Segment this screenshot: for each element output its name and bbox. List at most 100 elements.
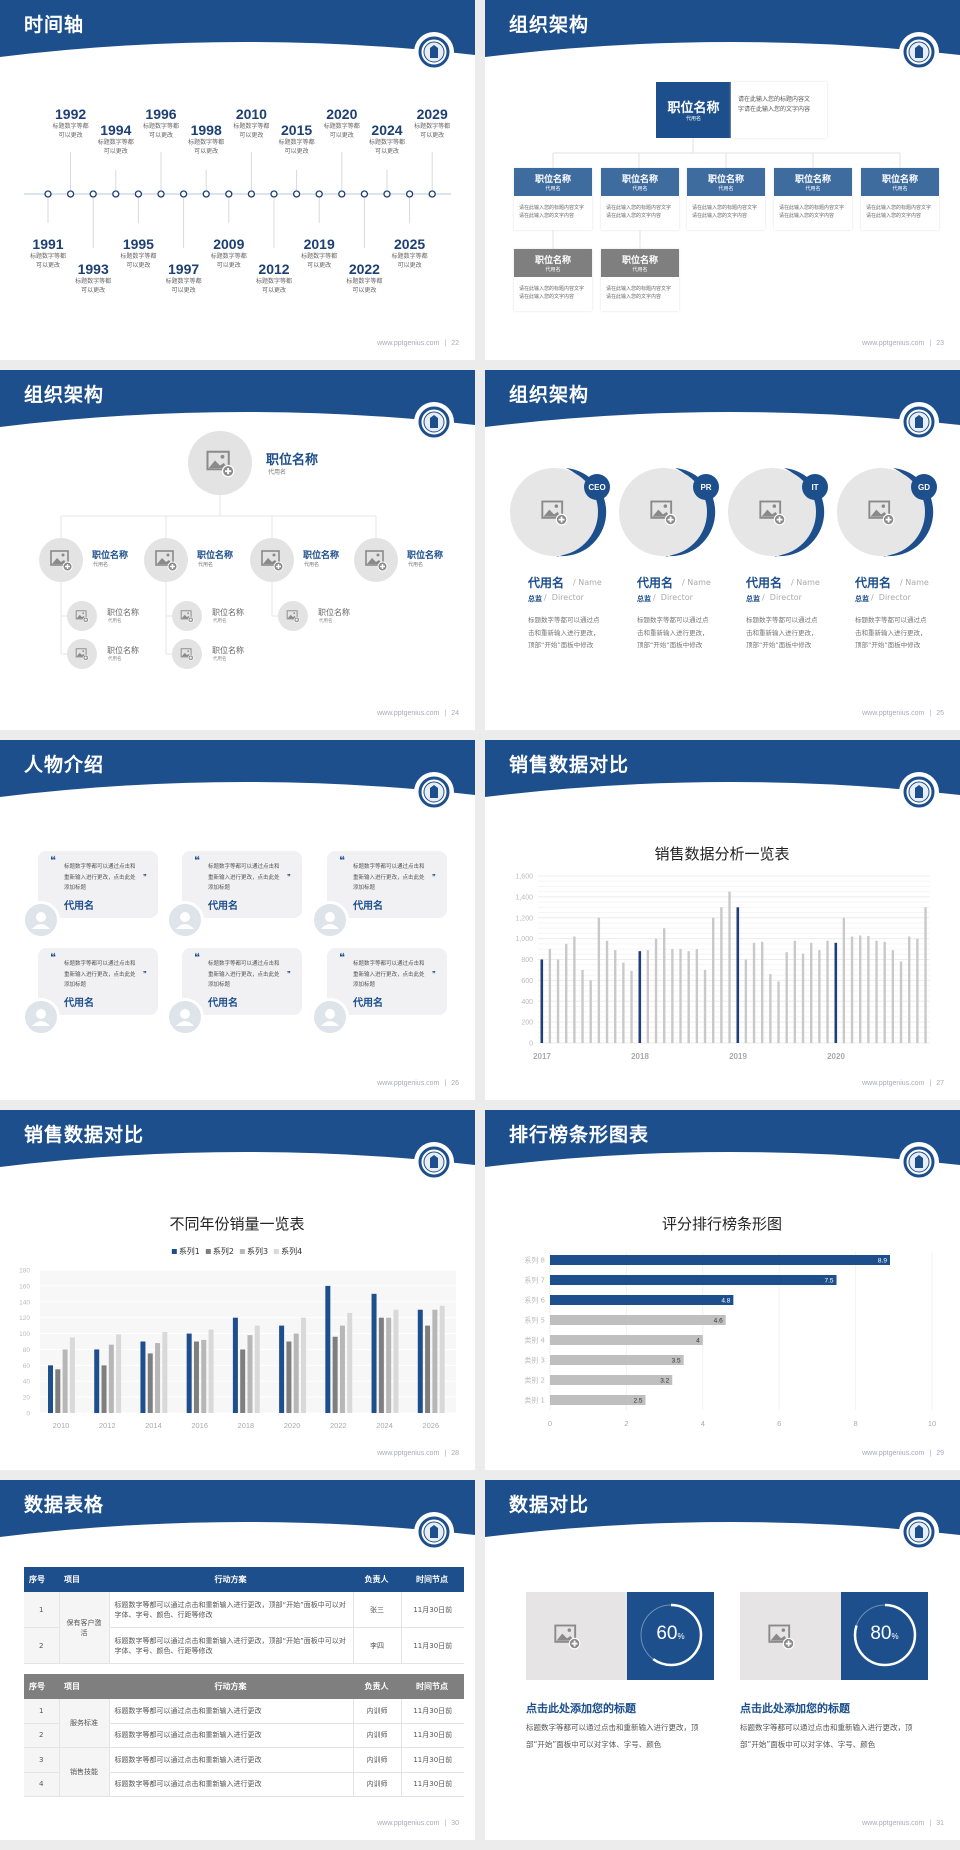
bar [208, 1329, 214, 1413]
timeline-text: 标题数字等都 [301, 253, 338, 260]
bar [663, 928, 666, 1043]
child-title: 职位名称 [212, 646, 244, 655]
footer: www.pptgenius.com | 27 [862, 1080, 944, 1087]
footer-separator: | [929, 340, 932, 347]
testimonial-card[interactable]: ❝ ❞ 标题数字等都可以通过点击和重新输入进行更改，点击此处添加标题 代用名 [182, 948, 302, 1015]
child-title: 职位名称 [107, 608, 139, 617]
timeline-text: 标题数字等都 [278, 139, 315, 146]
owner: 张三 [352, 1592, 401, 1628]
member-name-en: / Name [573, 578, 602, 587]
stat-description: 标题数字等都可以通过点击和重新输入进行更改，顶部“开始”面板中可以对字体、字号、… [740, 1723, 913, 1749]
position-description: 请在此输入您的标题内容文字请在此输入您的文字内容 [738, 96, 811, 113]
stat-value: 80% [841, 1623, 928, 1645]
testimonial-card[interactable]: ❝ ❞ 标题数字等都可以通过点击和重新输入进行更改，点击此处添加标题 代用名 [38, 948, 158, 1015]
member-description: 标题数字等都可以通过点击和重新输入进行更改，顶部“开始”面板中修改 [746, 616, 818, 649]
table-row[interactable]: 1 服务标准 标题数字等都可以通过点击和重新输入进行更改 内训师 11月30日前 [24, 1699, 464, 1748]
x-tick-label: 2014 [145, 1421, 162, 1430]
slide-22: 时间轴 www.pptgenius.com | 22 1991 标题数字等都 可以更改 199… [0, 0, 475, 360]
position-card[interactable]: 职位名称 代用名 请在此输入您的标题内容文字请在此输入您的文字内容 [601, 249, 679, 311]
position-card[interactable]: 职位名称 代用名 请在此输入您的标题内容文字请在此输入您的文字内容 [861, 168, 939, 230]
testimonial-card[interactable]: ❝ ❞ 标题数字等都可以通过点击和重新输入进行更改，点击此处添加标题 代用名 [38, 851, 158, 918]
slide-title: 组织架构 [509, 384, 590, 406]
timeline-text: 标题数字等都 [188, 139, 225, 146]
legend-swatch [240, 1249, 245, 1254]
bar [140, 1341, 146, 1413]
position-card[interactable]: 职位名称 代用名 请在此输入您的标题内容文字请在此输入您的文字内容 [687, 168, 765, 230]
testimonial-card[interactable]: ❝ ❞ 标题数字等都可以通过点击和重新输入进行更改，点击此处添加标题 代用名 [182, 851, 302, 918]
row-number: 4 [24, 1772, 59, 1797]
table-row[interactable]: 1 保有客户激活 标题数字等都可以通过点击和重新输入进行更改，顶部“开始”面板中可以… [24, 1592, 464, 1664]
timeline-node [360, 190, 369, 198]
member-description: 标题数字等都可以通过点击和重新输入进行更改，顶部“开始”面板中修改 [637, 616, 709, 649]
position-title: 职位名称 [534, 175, 571, 185]
position-card[interactable]: 职位名称 代用名 请在此输入您的标题内容文字请在此输入您的文字内容 [601, 168, 679, 230]
bar [347, 1312, 353, 1413]
category-label: 系列 6 [524, 1296, 545, 1305]
stat-unit: % [891, 1632, 899, 1641]
testimonial-name: 代用名 [208, 901, 238, 912]
image-placeholder-icon [50, 550, 73, 572]
image-placeholder[interactable] [740, 1592, 841, 1680]
timeline-node [157, 190, 165, 198]
stat-panel: 60% [627, 1592, 714, 1680]
top-position-box[interactable]: 职位名称 代用名 [656, 82, 731, 138]
image-placeholder-icon [75, 648, 89, 661]
bar [695, 949, 699, 1043]
member-photo [510, 468, 598, 556]
member-name: 代用名 [528, 576, 565, 590]
child-photo [172, 601, 202, 631]
slide-23: 组织架构 www.pptgenius.com | 23 职位名称 代用名 请在此输入您的标题… [485, 0, 960, 360]
bar [162, 1331, 168, 1413]
badge [584, 474, 610, 500]
timeline-node [66, 190, 75, 198]
bar [550, 1295, 734, 1305]
position-card[interactable]: 职位名称 代用名 请在此输入您的标题内容文字请在此输入您的文字内容 [514, 168, 592, 230]
page-number: 30 [451, 1820, 459, 1827]
table-row[interactable]: 2 标题数字等都可以通过点击和重新输入进行更改，顶部“开始”面板中可以对字体、字号… [24, 1627, 464, 1664]
column-header: 时间节点 [401, 1674, 464, 1699]
child-photo [67, 601, 97, 631]
table-row[interactable]: 4 标题数字等都可以通过点击和重新输入进行更改 内训师 11月30日前 [24, 1772, 464, 1797]
legend-swatch [171, 1249, 177, 1254]
child-subtitle: 代用名 [108, 657, 122, 662]
bar [301, 1317, 307, 1413]
bar [48, 1365, 53, 1413]
table-row[interactable]: 3 销售技能 标题数字等都可以通过点击和重新输入进行更改 内训师 11月30日前 [24, 1747, 464, 1797]
position-card[interactable]: 职位名称 代用名 请在此输入您的标题内容文字请在此输入您的文字内容 [774, 168, 852, 230]
action-plan: 标题数字等都可以通过点击和重新输入进行更改，顶部“开始”面板中可以对字体、字号、… [108, 1592, 353, 1628]
user-icon [321, 912, 339, 929]
testimonial-card[interactable]: ❝ ❞ 标题数字等都可以通过点击和重新输入进行更改，点击此处添加标题 代用名 [327, 948, 447, 1015]
user-icon [176, 1009, 194, 1026]
open-quote-icon: ❝ [339, 951, 345, 964]
bar [201, 1339, 207, 1413]
timeline-text: 标题数字等都 [165, 278, 202, 285]
timeline-text: 可以更改 [148, 132, 174, 139]
bar [69, 1337, 75, 1413]
slide-title: 排行榜条形图表 [509, 1124, 650, 1146]
x-tick-label: 2017 [533, 1052, 551, 1061]
position-card[interactable]: 职位名称 代用名 请在此输入您的标题内容文字请在此输入您的文字内容 [514, 249, 592, 311]
badge-label: PR [700, 483, 711, 492]
footer-site: www.pptgenius.com [377, 340, 440, 347]
bar [801, 953, 805, 1043]
timeline-text: 标题数字等都 [323, 123, 360, 130]
timeline-year: 1995 [122, 236, 154, 252]
position-subtitle: 代用名 [718, 186, 734, 192]
testimonial-card[interactable]: ❝ ❞ 标题数字等都可以通过点击和重新输入进行更改，点击此处添加标题 代用名 [327, 851, 447, 918]
branch-title: 职位名称 [92, 551, 129, 561]
image-placeholder[interactable] [526, 1592, 627, 1680]
timeline-text: 标题数字等都 [210, 253, 247, 260]
data-label: 4 [696, 1338, 700, 1345]
footer-site: www.pptgenius.com [377, 710, 440, 717]
table-row[interactable]: 2 标题数字等都可以通过点击和重新输入进行更改 内训师 11月30日前 [24, 1723, 464, 1748]
bar [556, 959, 560, 1043]
x-tick-label: 2019 [729, 1052, 747, 1061]
bar [116, 1334, 122, 1413]
header-banner [0, 0, 475, 72]
member-role: 总监 [855, 595, 869, 603]
timeline-text: 可以更改 [397, 262, 422, 269]
bar [671, 949, 674, 1043]
child-title: 职位名称 [318, 608, 350, 617]
testimonial-name: 代用名 [353, 998, 383, 1009]
open-quote-icon: ❝ [50, 951, 56, 964]
